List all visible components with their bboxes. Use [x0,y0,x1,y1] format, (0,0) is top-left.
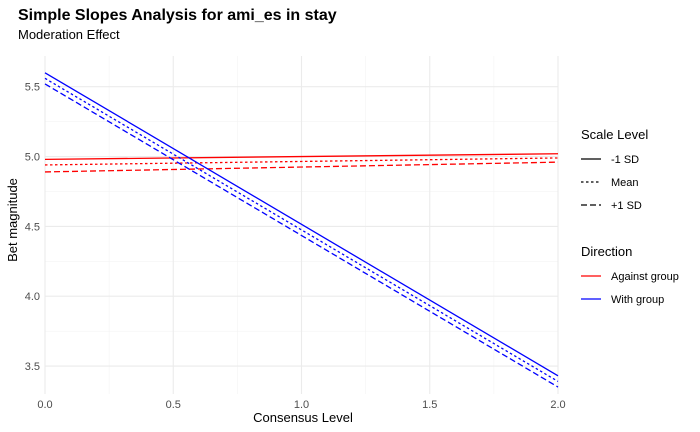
chart-subtitle: Moderation Effect [18,27,120,42]
x-tick-label: 0.5 [166,399,181,411]
legend-title: Direction [581,244,632,259]
y-tick-label: 4.0 [25,291,40,303]
y-tick-label: 5.5 [25,82,40,94]
series-layer [44,72,559,388]
y-tick-label: 5.0 [25,152,40,164]
series-line-against-group-mean [44,157,559,166]
legend-label: Mean [611,177,639,189]
legend-label: Against group [611,271,679,283]
series-line-against-group-1sd [44,153,559,161]
series-line-against-group-1sd [44,161,559,173]
legend-label: With group [611,294,664,306]
x-tick-label: 0.0 [37,399,52,411]
legend-label: -1 SD [611,154,639,166]
x-tick-label: 1.0 [294,399,309,411]
chart-title: Simple Slopes Analysis for ami_es in sta… [18,7,337,24]
x-axis-ticks: 0.0 0.5 1.0 1.5 2.0 [37,399,565,411]
x-axis-title: Consensus Level [253,410,353,425]
y-axis-title: Bet magnitude [5,178,20,262]
x-tick-label: 2.0 [550,399,565,411]
y-tick-label: 4.5 [25,221,40,233]
legend: Scale Level -1 SD Mean +1 SD Direction Agains… [581,127,679,306]
y-tick-label: 3.5 [25,361,40,373]
x-tick-label: 1.5 [422,399,437,411]
series-line-with-group-1sd [44,83,559,388]
series-line-with-group-1sd [44,72,559,377]
legend-title: Scale Level [581,127,648,142]
y-axis-ticks: 3.5 4.0 4.5 5.0 5.5 [25,82,40,373]
series-line-with-group-mean [44,77,559,382]
legend-label: +1 SD [611,200,642,212]
